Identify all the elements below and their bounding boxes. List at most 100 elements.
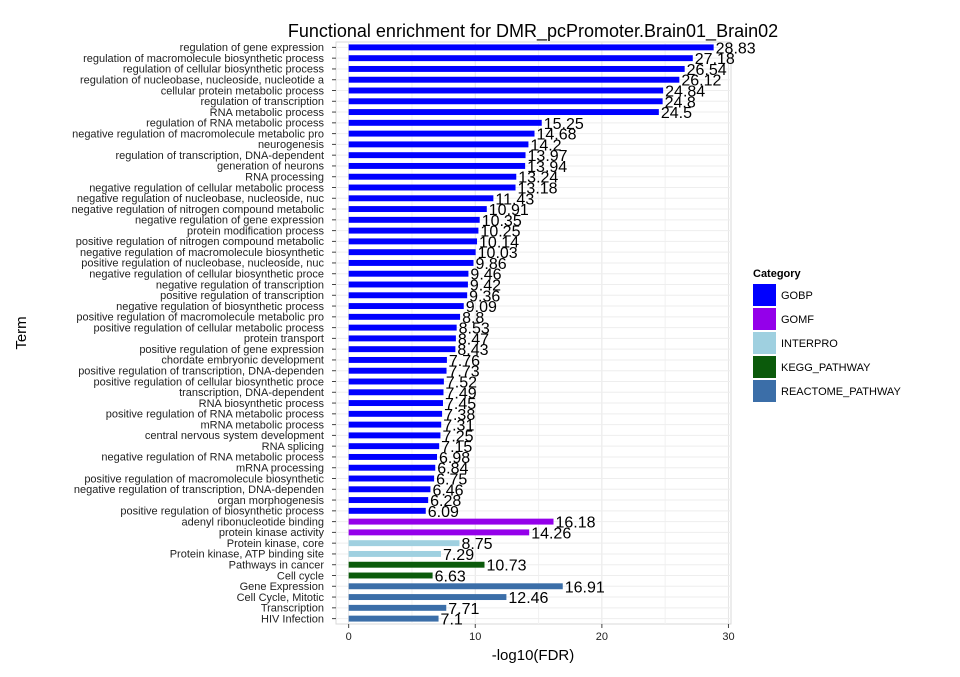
y-tick-label: central nervous system development	[145, 430, 324, 442]
legend-label: REACTOME_PATHWAY	[781, 386, 901, 398]
bar-value-label: 10.14	[479, 234, 519, 251]
bar-value-label: 10.35	[482, 213, 522, 230]
bar-value-label: 7.71	[448, 601, 479, 618]
bar-value-label: 8.8	[462, 310, 484, 327]
bar-value-label: 24.84	[665, 84, 705, 101]
bar	[348, 518, 554, 525]
x-tick-label: 10	[469, 631, 481, 643]
bar-value-label: 6.28	[430, 493, 461, 510]
bar-value-label: 13.94	[527, 159, 567, 176]
y-tick-label: positive regulation of nitrogen compound…	[76, 236, 325, 248]
bar	[348, 76, 680, 83]
bar-value-label: 14.2	[530, 137, 561, 154]
bar	[348, 507, 426, 514]
bar-value-label: 9.42	[470, 278, 501, 295]
bar-value-label: 14.26	[531, 525, 571, 542]
bar-value-label: 24.5	[661, 105, 692, 122]
bar-value-label: 10.91	[489, 202, 529, 219]
y-tick-label: mRNA metabolic process	[201, 419, 325, 431]
y-tick-label: positive regulation of RNA metabolic pro…	[106, 409, 325, 421]
bar-value-label: 7.76	[449, 353, 480, 370]
bar	[348, 583, 563, 590]
bar	[348, 130, 535, 137]
bar	[348, 303, 464, 310]
bar-value-label: 12.46	[508, 590, 548, 607]
bar	[348, 195, 494, 202]
legend-label: KEGG_PATHWAY	[781, 362, 871, 374]
bar	[348, 98, 663, 105]
bar-value-label: 16.18	[556, 515, 596, 532]
bar-value-label: 16.91	[565, 579, 605, 596]
bar	[348, 216, 480, 223]
y-tick-label: negative regulation of transcription	[156, 279, 324, 291]
bar	[348, 141, 529, 148]
legend-label: INTERPRO	[781, 338, 838, 350]
bar	[348, 65, 685, 72]
bar	[348, 615, 439, 622]
legend-label: GOBP	[781, 290, 813, 302]
bar-value-label: 6.75	[436, 472, 467, 489]
bar-value-label: 24.8	[665, 94, 696, 111]
bar	[348, 335, 456, 342]
y-tick-label: protein transport	[244, 333, 324, 345]
y-tick-label: protein kinase activity	[219, 527, 325, 539]
bar-value-label: 11.43	[495, 191, 534, 208]
y-tick-label: regulation of RNA metabolic process	[146, 118, 324, 130]
bar	[348, 443, 440, 450]
bar-value-label: 9.09	[466, 299, 497, 316]
bar-value-label: 7.25	[442, 428, 473, 445]
bar	[348, 432, 441, 439]
bar-value-label: 14.68	[537, 127, 577, 144]
y-tick-label: Cell Cycle, Mitotic	[237, 592, 325, 604]
y-tick-label: Cell cycle	[277, 570, 324, 582]
bar	[348, 367, 447, 374]
bar	[348, 497, 429, 504]
y-tick-label: negative regulation of nitrogen compound…	[71, 204, 324, 216]
bar	[348, 550, 441, 557]
bar-value-label: 13.97	[528, 148, 568, 165]
bar	[348, 152, 526, 159]
bar-value-label: 7.52	[446, 375, 477, 392]
y-tick-label: negative regulation of macromolecule bio…	[80, 247, 324, 259]
bar-value-label: 9.46	[470, 267, 501, 284]
bar-value-label: 8.75	[461, 536, 492, 553]
y-tick-label: Pathways in cancer	[229, 560, 325, 572]
bar	[348, 184, 516, 191]
x-tick-label: 20	[596, 631, 608, 643]
bar	[348, 173, 517, 180]
bar	[348, 594, 507, 601]
y-tick-label: regulation of macromolecule biosynthetic…	[83, 53, 324, 65]
y-tick-label: negative regulation of biosynthetic proc…	[116, 301, 324, 313]
bar-value-label: 13.24	[518, 170, 558, 187]
legend-title: Category	[753, 268, 802, 280]
y-tick-label: RNA processing	[245, 172, 324, 184]
bar	[348, 313, 461, 320]
y-tick-label: cellular protein metabolic process	[161, 85, 325, 97]
x-axis-ticks: 0 10 20 30	[346, 624, 735, 643]
y-tick-label: generation of neurons	[217, 161, 325, 173]
x-axis-title: -log10(FDR)	[492, 647, 575, 664]
bar	[348, 356, 447, 363]
bar	[348, 44, 714, 51]
y-tick-label: neurogenesis	[258, 139, 325, 151]
y-tick-label: negative regulation of gene expression	[135, 215, 324, 227]
bar-value-label: 7.49	[445, 385, 476, 402]
legend-swatch	[753, 284, 776, 306]
bar	[348, 87, 664, 94]
bar-value-label: 6.46	[432, 482, 463, 499]
bar-value-label: 10.25	[480, 224, 520, 241]
bar	[348, 238, 478, 245]
y-tick-label: RNA splicing	[262, 441, 324, 453]
y-tick-label: positive regulation of macromolecule bio…	[84, 473, 324, 485]
y-tick-label: positive regulation of transcription	[160, 290, 324, 302]
bar	[348, 162, 526, 169]
bar	[348, 109, 659, 116]
y-tick-label: negative regulation of cellular metaboli…	[89, 182, 324, 194]
bar-value-label: 7.31	[443, 418, 474, 435]
y-tick-label: adenyl ribonucleotide binding	[182, 516, 325, 528]
legend: Category GOBP GOMF INTERPRO KEGG_PATHWAY REA…	[753, 268, 901, 402]
y-tick-label: positive regulation of transcription, DN…	[78, 366, 324, 378]
bar	[348, 389, 444, 396]
bar-value-label: 8.43	[457, 342, 488, 359]
